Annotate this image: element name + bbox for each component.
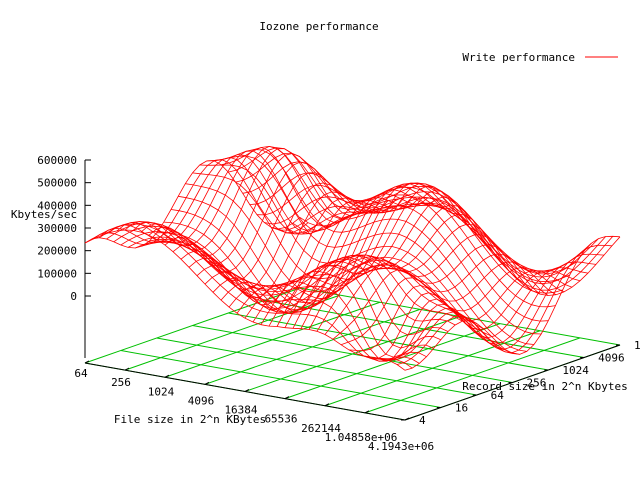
y-tick-label: 1024 bbox=[562, 364, 589, 377]
z-tick-label: 0 bbox=[70, 290, 77, 303]
x-tick-mark bbox=[284, 396, 290, 400]
surface-line-v bbox=[221, 145, 542, 335]
x-tick-mark bbox=[204, 381, 210, 385]
z-tick-label: 200000 bbox=[37, 245, 77, 258]
grid-line-y bbox=[156, 337, 477, 396]
surface-line-v bbox=[206, 155, 527, 352]
z-tick-label: 600000 bbox=[37, 154, 77, 167]
surface-line-v bbox=[271, 197, 592, 273]
surface-line-v bbox=[299, 196, 621, 296]
surface-line-v bbox=[256, 184, 578, 275]
surface-line-v bbox=[92, 223, 413, 369]
surface-line-v bbox=[285, 204, 606, 285]
surface-line-v bbox=[249, 172, 570, 283]
x-axis-label: File size in 2^n KBytes bbox=[114, 413, 266, 426]
x-tick-mark bbox=[124, 367, 130, 371]
x-tick-label: 1024 bbox=[148, 385, 175, 398]
surface-line-v bbox=[84, 229, 406, 371]
surface-line-v bbox=[127, 236, 449, 336]
x-tick-label: 16384 bbox=[224, 404, 257, 417]
x-tick-label: 1.04858e+06 bbox=[325, 431, 398, 444]
surface-line-v bbox=[213, 149, 535, 345]
x-tick-label: 64 bbox=[74, 367, 88, 380]
x-tick-mark bbox=[244, 389, 250, 392]
grid-line-y bbox=[228, 312, 549, 371]
surface-line-v bbox=[185, 183, 506, 350]
surface-line-v bbox=[278, 202, 599, 278]
chart-title: Iozone performance bbox=[259, 20, 378, 33]
y-tick-label: 4 bbox=[419, 414, 426, 427]
z-tick-label: 500000 bbox=[37, 177, 77, 190]
surface-line-v bbox=[292, 203, 614, 291]
axes bbox=[84, 159, 621, 421]
surface-line-v bbox=[228, 147, 549, 322]
legend-label: Write performance bbox=[462, 51, 575, 64]
surface-line-v bbox=[242, 161, 563, 294]
x-tick-mark bbox=[364, 410, 370, 414]
surface-line-u bbox=[92, 159, 309, 246]
y-tick-label: 256 bbox=[527, 377, 547, 390]
y-tick-label: 16384 bbox=[634, 339, 640, 352]
x-tick-mark bbox=[324, 403, 330, 407]
surface-line-u bbox=[364, 270, 581, 362]
x-tick-label: 4096 bbox=[188, 394, 215, 407]
y-axis-label: Record size in 2^n Kbytes bbox=[462, 380, 628, 393]
surface-line-v bbox=[113, 225, 434, 358]
tick-labels: 0 100000 200000 300000 400000 500000 600000 64 2… bbox=[37, 154, 640, 453]
x-tick-label: 262144 bbox=[301, 422, 341, 435]
x-tick-mark bbox=[404, 417, 410, 421]
surface-line-u bbox=[108, 153, 325, 243]
x-tick-mark bbox=[164, 374, 170, 378]
z-tick-label: 400000 bbox=[37, 199, 77, 212]
surface-line-v bbox=[120, 231, 441, 349]
y-tick-label: 16 bbox=[455, 402, 468, 415]
x-tick-label: 4.1943e+06 bbox=[368, 440, 434, 453]
x-tick-label: 256 bbox=[111, 376, 131, 389]
surface-line-v bbox=[142, 241, 463, 322]
y-tick-label: 64 bbox=[491, 389, 505, 402]
grid-line-y bbox=[120, 350, 441, 408]
z-tick-label: 100000 bbox=[37, 267, 77, 280]
z-axis-label: Kbytes/sec bbox=[11, 208, 77, 221]
base-grid bbox=[84, 287, 621, 421]
surface-line-v bbox=[178, 195, 499, 344]
x-tick-mark bbox=[84, 360, 90, 364]
x-tick-label: 65536 bbox=[264, 413, 297, 426]
surface-line-v bbox=[149, 238, 470, 322]
grid-line-y bbox=[192, 325, 513, 383]
surface-line-v bbox=[192, 172, 513, 354]
surface-line-v bbox=[156, 232, 477, 324]
y-tick-label: 4096 bbox=[598, 352, 625, 365]
z-tick-label: 300000 bbox=[37, 222, 77, 235]
surface-mesh bbox=[84, 145, 621, 371]
surface-line-v bbox=[264, 191, 585, 272]
